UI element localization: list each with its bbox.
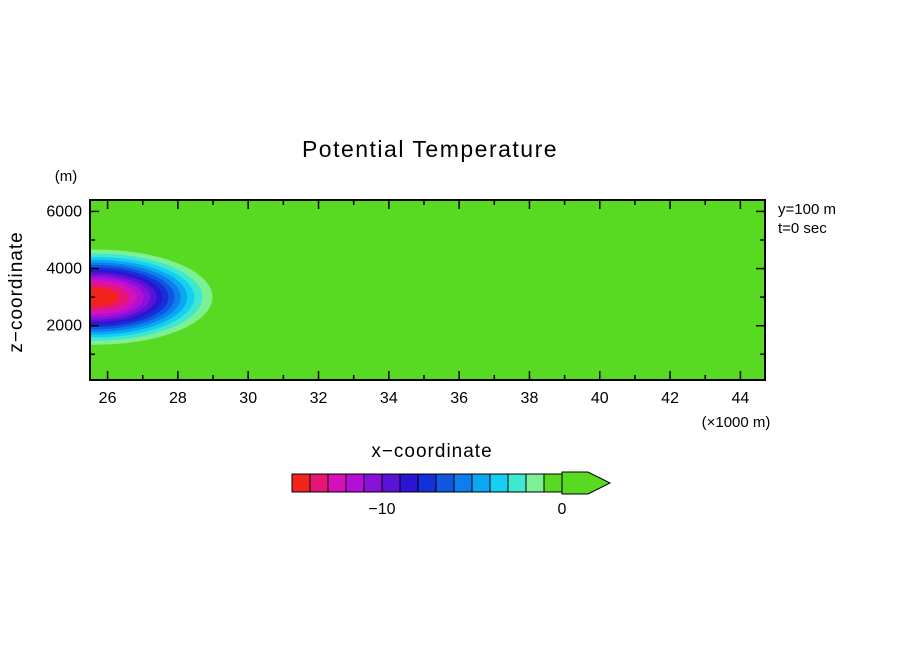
chart-title: Potential Temperature (302, 136, 558, 162)
x-tick-label: 32 (310, 390, 328, 407)
z-tick-label: 6000 (46, 203, 82, 220)
colorbar-cell (489, 473, 509, 493)
colorbar-cell (327, 473, 347, 493)
x-tick-label: 28 (169, 390, 187, 407)
x-tick-label: 44 (731, 390, 749, 407)
contour-band (90, 287, 119, 307)
colorbar-cell (399, 473, 419, 493)
x-axis-label: x−coordinate (371, 441, 492, 462)
annotation-y-plane: y=100 m (778, 201, 836, 218)
colorbar: −10 0 (291, 471, 612, 518)
axes-layer: 26 28 30 32 34 36 38 40 42 44 2000 4000 6000 (46, 199, 766, 407)
x-tick-label: 30 (239, 390, 257, 407)
colorbar-cell (435, 473, 455, 493)
colorbar-cell (363, 473, 383, 493)
colorbar-arrow (561, 471, 612, 495)
x-tick-label: 40 (591, 390, 609, 407)
colorbar-cell (525, 473, 545, 493)
colorbar-cell (291, 473, 311, 493)
plot-frame (89, 199, 766, 381)
x-tick-label: 38 (521, 390, 539, 407)
colorbar-cell (417, 473, 437, 493)
colorbar-label: −10 (368, 501, 395, 518)
x-tick-label: 26 (99, 390, 117, 407)
y-axis-label: z−coordinate (6, 231, 27, 352)
colorbar-cell (471, 473, 491, 493)
colorbar-cell (309, 473, 329, 493)
colorbar-cell (543, 473, 563, 493)
field-layer (90, 200, 765, 380)
colorbar-cell (507, 473, 527, 493)
x-tick-label: 42 (661, 390, 679, 407)
colorbar-label: 0 (558, 501, 567, 518)
annotation-time: t=0 sec (778, 220, 827, 237)
z-tick-label: 2000 (46, 318, 82, 335)
colorbar-cell (345, 473, 365, 493)
x-tick-label: 36 (450, 390, 468, 407)
colorbar-cell (381, 473, 401, 493)
z-tick-label: 4000 (46, 261, 82, 278)
x-tick-label: 34 (380, 390, 398, 407)
x-axis-unit: (×1000 m) (702, 414, 771, 431)
colorbar-cell (453, 473, 473, 493)
y-axis-unit: (m) (55, 168, 78, 185)
